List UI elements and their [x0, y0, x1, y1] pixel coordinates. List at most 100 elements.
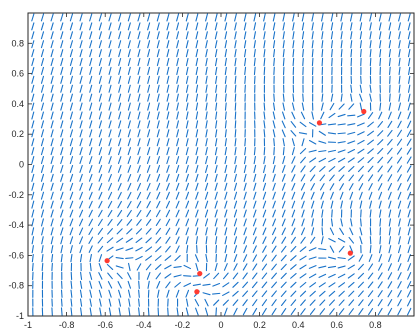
- field-segment: [60, 66, 64, 75]
- field-segment: [347, 131, 356, 135]
- field-segment: [253, 200, 257, 209]
- field-segment: [89, 57, 93, 67]
- field-segment: [195, 84, 199, 93]
- y-tick-label: 0.4: [11, 99, 24, 109]
- field-segment: [31, 31, 35, 40]
- field-segment: [60, 129, 64, 138]
- field-segment: [176, 66, 179, 75]
- field-segment: [186, 245, 189, 254]
- field-segment: [271, 263, 277, 271]
- field-segment: [328, 282, 336, 288]
- field-segment: [251, 281, 258, 289]
- field-segment: [282, 48, 285, 58]
- field-segment: [31, 253, 34, 263]
- field-segment: [367, 281, 374, 289]
- field-segment: [310, 183, 315, 191]
- field-segment: [98, 93, 102, 102]
- field-segment: [319, 299, 326, 306]
- field-segment: [272, 22, 276, 31]
- field-segment: [327, 256, 337, 260]
- field-segment: [205, 84, 208, 93]
- field-segment: [156, 57, 160, 67]
- field-segment: [232, 290, 239, 297]
- field-segment: [378, 263, 383, 271]
- field-segment: [329, 227, 335, 236]
- field-segment: [360, 48, 362, 58]
- field-segment: [396, 138, 403, 146]
- field-segment: [253, 48, 256, 58]
- field-segment: [175, 236, 180, 245]
- field-segment: [233, 182, 238, 191]
- field-segment: [204, 209, 209, 218]
- field-segment: [397, 191, 402, 200]
- field-segment: [79, 191, 83, 200]
- field-segment: [60, 164, 64, 173]
- field-segment: [60, 102, 64, 111]
- field-segment: [280, 263, 287, 271]
- field-segment: [233, 263, 238, 271]
- field-segment: [205, 31, 208, 40]
- field-segment: [98, 254, 103, 263]
- field-segment: [309, 299, 316, 306]
- field-segment: [358, 290, 364, 298]
- field-segment: [398, 102, 401, 111]
- field-segment: [40, 156, 45, 165]
- field-segment: [397, 245, 402, 254]
- field-segment: [146, 165, 151, 173]
- field-segment: [388, 191, 392, 200]
- field-segment: [388, 57, 391, 67]
- field-segment: [97, 236, 104, 244]
- field-segment: [127, 22, 131, 31]
- field-segment: [337, 132, 346, 135]
- field-segment: [263, 129, 266, 138]
- field-segment: [398, 48, 401, 58]
- field-segment: [243, 164, 247, 174]
- field-segment: [146, 191, 151, 200]
- field-segment: [369, 93, 372, 102]
- field-segment: [301, 209, 305, 218]
- field-segment: [224, 307, 228, 316]
- field-segment: [281, 227, 286, 236]
- field-segment: [213, 272, 220, 280]
- field-segment: [233, 236, 238, 245]
- field-segment: [60, 57, 64, 67]
- x-tick-label: 0.6: [331, 320, 344, 330]
- field-segment: [291, 156, 296, 164]
- field-segment: [302, 57, 304, 67]
- field-segment: [397, 111, 402, 120]
- field-segment: [137, 13, 141, 22]
- field-segment: [308, 256, 317, 260]
- field-segment: [40, 200, 45, 209]
- field-segment: [195, 66, 199, 76]
- field-segment: [186, 298, 189, 307]
- field-segment: [358, 299, 364, 307]
- field-segment: [340, 13, 343, 22]
- field-segment: [262, 245, 267, 253]
- field-segment: [89, 31, 93, 40]
- field-segment: [340, 218, 343, 227]
- field-segment: [301, 200, 305, 209]
- field-segment: [358, 183, 364, 191]
- field-segment: [108, 156, 112, 164]
- field-segment: [108, 307, 112, 316]
- field-segment: [214, 49, 218, 58]
- field-segment: [107, 200, 113, 209]
- field-segment: [224, 66, 227, 76]
- field-segment: [69, 182, 74, 191]
- field-segment: [407, 102, 411, 111]
- field-segment: [174, 255, 181, 262]
- field-segment: [330, 200, 334, 209]
- field-segment: [145, 246, 153, 252]
- field-segment: [214, 155, 218, 165]
- field-segment: [309, 290, 316, 297]
- field-segment: [330, 13, 334, 22]
- field-segment: [185, 227, 189, 236]
- field-segment: [319, 290, 326, 297]
- field-segment: [60, 307, 63, 316]
- field-segment: [311, 218, 314, 227]
- field-segment: [359, 200, 363, 209]
- field-segment: [224, 13, 228, 22]
- field-segment: [272, 120, 276, 129]
- field-segment: [60, 120, 64, 129]
